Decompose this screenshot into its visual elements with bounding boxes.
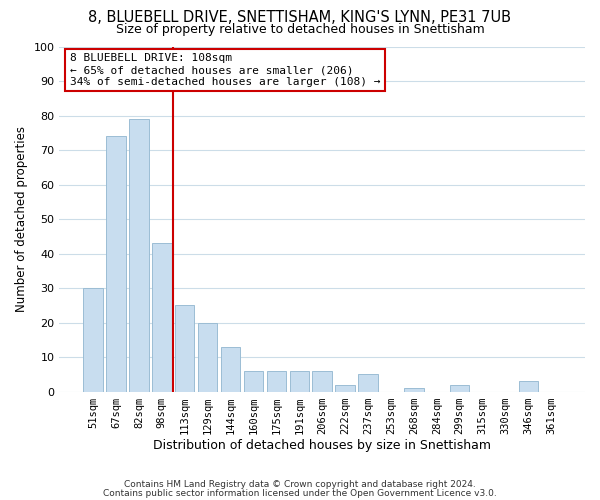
Bar xyxy=(83,288,103,392)
Bar xyxy=(244,371,263,392)
Bar xyxy=(358,374,378,392)
Bar xyxy=(450,384,469,392)
Bar xyxy=(313,371,332,392)
Bar xyxy=(266,371,286,392)
X-axis label: Distribution of detached houses by size in Snettisham: Distribution of detached houses by size … xyxy=(153,440,491,452)
Text: 8, BLUEBELL DRIVE, SNETTISHAM, KING'S LYNN, PE31 7UB: 8, BLUEBELL DRIVE, SNETTISHAM, KING'S LY… xyxy=(89,10,511,25)
Bar xyxy=(152,243,172,392)
Bar xyxy=(129,119,149,392)
Bar xyxy=(404,388,424,392)
Text: Contains HM Land Registry data © Crown copyright and database right 2024.: Contains HM Land Registry data © Crown c… xyxy=(124,480,476,489)
Text: 8 BLUEBELL DRIVE: 108sqm
← 65% of detached houses are smaller (206)
34% of semi-: 8 BLUEBELL DRIVE: 108sqm ← 65% of detach… xyxy=(70,54,380,86)
Bar xyxy=(335,384,355,392)
Text: Size of property relative to detached houses in Snettisham: Size of property relative to detached ho… xyxy=(116,22,484,36)
Text: Contains public sector information licensed under the Open Government Licence v3: Contains public sector information licen… xyxy=(103,489,497,498)
Bar xyxy=(221,346,240,392)
Bar xyxy=(290,371,309,392)
Bar xyxy=(198,322,217,392)
Y-axis label: Number of detached properties: Number of detached properties xyxy=(15,126,28,312)
Bar xyxy=(175,306,194,392)
Bar xyxy=(106,136,126,392)
Bar xyxy=(519,381,538,392)
